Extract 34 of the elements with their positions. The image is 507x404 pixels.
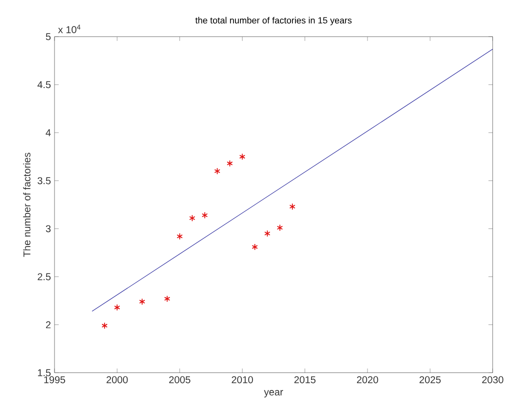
x-tick-label: 2030 — [482, 376, 504, 384]
point — [164, 295, 170, 302]
point — [289, 202, 296, 210]
x-tick-label: 1995 — [44, 376, 66, 384]
y-tick-label: 2 — [46, 321, 51, 328]
y-axis-title: The number of factories — [23, 152, 30, 257]
point — [264, 230, 270, 237]
point — [202, 212, 208, 218]
point — [214, 167, 220, 174]
point — [114, 304, 120, 311]
x-tick-label: 2005 — [169, 376, 190, 384]
y-tick-label: 5 — [46, 32, 51, 40]
point — [276, 224, 283, 231]
y-tick-label: 1.5 — [38, 369, 51, 376]
point — [176, 232, 183, 240]
x-tick-label: 2025 — [420, 376, 441, 384]
point — [226, 160, 233, 167]
x-tick-label: 2020 — [356, 376, 378, 384]
y-tick-label: 2.5 — [38, 272, 51, 280]
point — [252, 243, 258, 250]
x-tick-label: 2015 — [294, 376, 316, 384]
point — [189, 214, 196, 222]
y-tick-label: 4 — [46, 129, 51, 136]
y-tick-label: 4.5 — [37, 81, 51, 88]
point — [102, 322, 108, 329]
chart-title: the total number of factories in 15 years — [195, 16, 352, 26]
y-tick-label: 3.5 — [38, 176, 51, 184]
x-axis-title: year — [264, 390, 284, 398]
point — [139, 298, 146, 305]
y-tick-label: 3 — [46, 224, 51, 232]
x-tick-label: 2010 — [232, 376, 253, 384]
text: x 10$^{4}$ — [58, 24, 80, 33]
x-tick-label: 2000 — [106, 376, 128, 384]
point — [239, 153, 246, 160]
